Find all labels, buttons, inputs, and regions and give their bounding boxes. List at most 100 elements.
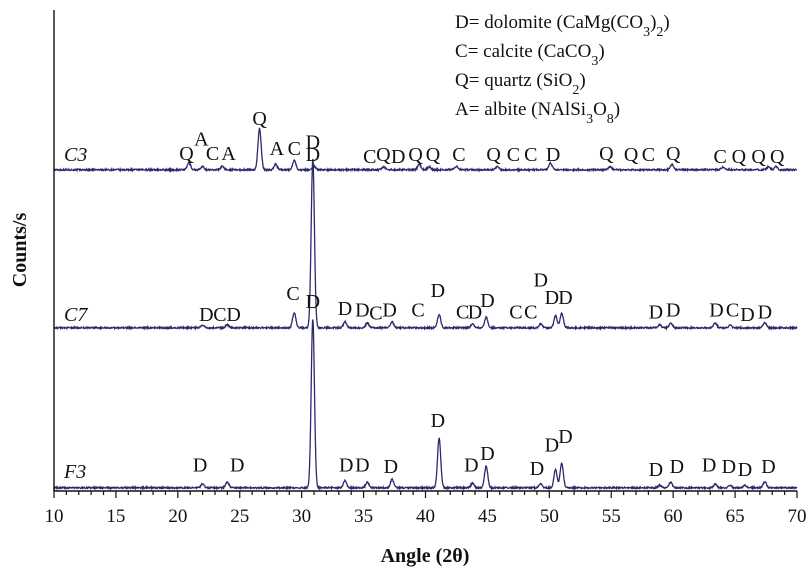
peak-label: C — [726, 300, 739, 322]
peak-label: D — [530, 458, 544, 480]
peak-label: C — [213, 304, 226, 326]
x-axis-title: Angle (2θ) — [381, 545, 470, 567]
peak-label: D — [740, 304, 754, 326]
peak-label: D — [480, 290, 494, 312]
peak-label: Q — [408, 144, 423, 166]
peak-label: D — [431, 280, 445, 302]
peak-label: D — [306, 144, 320, 166]
peak-label: D — [546, 144, 560, 166]
peak-label: D — [193, 454, 207, 476]
peak-label: Q — [666, 143, 681, 165]
peak-label: C — [509, 302, 522, 324]
peak-label: Q — [486, 144, 501, 166]
series-label: C3 — [64, 144, 87, 166]
peak-label: D — [306, 132, 320, 154]
peak-label: C — [411, 300, 424, 322]
series-trace-c3 — [53, 127, 798, 174]
peak-label: D — [709, 300, 723, 322]
peak-label: D — [545, 434, 559, 456]
peak-label: Q — [770, 146, 785, 168]
peak-label: C — [452, 144, 465, 166]
peak-label: Q — [179, 143, 194, 165]
peak-label: D — [339, 454, 353, 476]
peak-label: D — [670, 456, 684, 478]
peak-label: D — [702, 454, 716, 476]
series-label: F3 — [63, 461, 86, 483]
peak-label: A — [194, 128, 209, 150]
peak-label: Q — [599, 143, 614, 165]
x-tick-label: 40 — [416, 506, 435, 527]
peak-label: D — [226, 304, 240, 326]
x-tick-label: 35 — [354, 506, 373, 527]
peak-label: D — [382, 300, 396, 322]
sample-labels: C3 C7 F3 — [63, 144, 88, 483]
peak-label: Q — [751, 146, 766, 168]
peak-label: D — [391, 146, 405, 168]
peak-label: A — [221, 143, 236, 165]
x-tick-label: 20 — [168, 506, 187, 527]
peak-label: C — [507, 144, 520, 166]
series-trace-c7 — [53, 158, 798, 331]
peak-label: D — [666, 300, 680, 322]
peak-label: D — [468, 302, 482, 324]
peak-label: D — [649, 459, 663, 481]
peak-label: D — [533, 269, 547, 291]
legend: D= dolomite (CaMg(CO3)2)C= calcite (CaCO… — [455, 12, 670, 127]
peak-label: C — [524, 144, 537, 166]
series-label: C7 — [64, 304, 88, 326]
legend-entry: Q= quartz (SiO2) — [455, 70, 586, 98]
peak-label: D — [199, 304, 213, 326]
peak-label: D — [722, 456, 736, 478]
peak-label: C — [286, 283, 299, 305]
peak-label: C — [456, 302, 469, 324]
peak-label: D — [431, 410, 445, 432]
peak-label: C — [369, 303, 382, 325]
x-tick-label: 55 — [602, 506, 621, 527]
traces — [53, 127, 798, 491]
peak-label: D — [761, 456, 775, 478]
peak-label: D — [355, 454, 369, 476]
peak-label: C — [363, 146, 376, 168]
x-tick-label: 45 — [478, 506, 497, 527]
x-tick-label: 60 — [664, 506, 683, 527]
peak-label: C — [206, 143, 219, 165]
peak-label: C — [524, 302, 537, 324]
peak-label: D — [230, 454, 244, 476]
peak-label: D — [384, 456, 398, 478]
x-tick-label: 25 — [230, 506, 249, 527]
peak-label: D — [545, 287, 559, 309]
peak-label: Q — [732, 146, 747, 168]
peak-label: D — [355, 300, 369, 322]
peak-label: D — [738, 459, 752, 481]
peak-label: Q — [376, 144, 391, 166]
x-tick-label: 15 — [106, 506, 125, 527]
legend-entry: D= dolomite (CaMg(CO3)2) — [455, 12, 670, 40]
peak-label: D — [758, 302, 772, 324]
peak-label: D — [558, 426, 572, 448]
peak-label: Q — [252, 108, 267, 130]
peak-label: C — [642, 144, 655, 166]
peak-label: D — [464, 454, 478, 476]
peak-label: D — [558, 287, 572, 309]
axes — [53, 10, 797, 492]
peak-label: D — [649, 302, 663, 324]
x-ticks: 10 15 20 25 30 35 40 45 50 55 60 65 70 — [45, 491, 807, 527]
peak-label: D — [338, 298, 352, 320]
x-tick-label: 10 — [45, 506, 64, 527]
peak-label: Q — [624, 144, 639, 166]
x-tick-label: 30 — [292, 506, 311, 527]
x-tick-label: 50 — [540, 506, 559, 527]
x-tick-label: 65 — [726, 506, 745, 527]
peak-label: Q — [426, 144, 441, 166]
peak-label: A — [270, 138, 285, 160]
series-trace-f3 — [53, 319, 798, 491]
y-axis-title: Counts/s — [9, 213, 31, 288]
peak-label: D — [306, 291, 320, 313]
x-tick-label: 70 — [788, 506, 807, 527]
legend-entry: C= calcite (CaCO3) — [455, 41, 605, 69]
peak-label: C — [714, 146, 727, 168]
legend-entry: A= albite (NAlSi3O8) — [455, 99, 620, 127]
peak-label: C — [288, 138, 301, 160]
